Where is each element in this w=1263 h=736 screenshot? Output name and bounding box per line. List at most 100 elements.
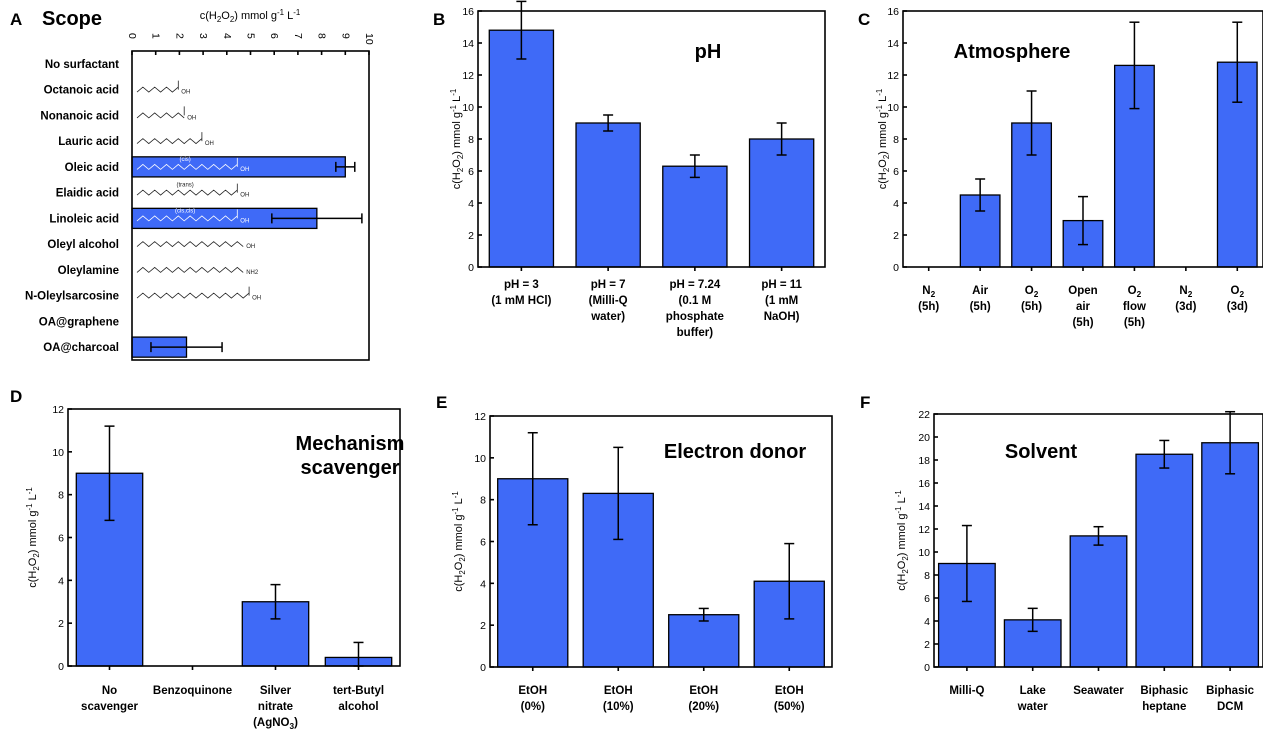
bar	[748, 138, 815, 268]
x-tick-label: 6	[268, 33, 280, 39]
category-label: alcohol	[338, 701, 378, 713]
category-label: NaOH)	[764, 311, 800, 323]
label-part: mM	[775, 295, 798, 307]
label-part: -1	[875, 104, 884, 112]
panel-title: Mechanism	[296, 433, 405, 455]
category-label: Lauric acid	[58, 136, 119, 148]
y-axis-label: c(H2O2) mmol g-1 L-1	[451, 491, 467, 592]
label-part: N	[922, 285, 930, 297]
label-part: %)	[705, 701, 719, 713]
y-tick-label: 8	[480, 495, 486, 507]
category-label: Nonanoic acid	[40, 110, 119, 122]
category-label: (10%)	[603, 701, 634, 713]
label-part: O	[1025, 285, 1034, 297]
category-label: Open	[1068, 285, 1097, 297]
functional-group-label: OH	[240, 193, 249, 199]
label-part: %)	[791, 701, 805, 713]
panel-a: A Scope c(H2O2) mmol g-1 L-10 1 2 3 4 5 6 7 8 9 10No…	[10, 8, 375, 361]
x-tick-label: 5	[245, 33, 257, 39]
label-part: EtOH	[518, 685, 547, 697]
y-tick-label: 2	[924, 639, 930, 651]
label-part: EtOH	[604, 685, 633, 697]
y-tick-label: 4	[480, 578, 486, 590]
category-label: Seawater	[1073, 685, 1124, 697]
label-part: mM HCl)	[502, 295, 552, 307]
label-part: L	[896, 497, 908, 506]
label-part: ) mmol g	[451, 112, 463, 155]
label-part: -1	[875, 88, 884, 96]
category-label: Milli-Q	[949, 685, 984, 697]
molecule-skeleton	[136, 163, 238, 170]
category-label: buffer)	[677, 327, 714, 339]
plot-frame	[131, 50, 370, 361]
category-label: (5h)	[1021, 301, 1042, 313]
label-part: O	[896, 560, 908, 569]
label-part: air	[1076, 301, 1091, 313]
label-part: phosphate	[666, 311, 724, 323]
category-label: O2	[1128, 285, 1142, 299]
isomer-tag: (cis)	[179, 157, 190, 163]
x-tick-label: 7	[292, 33, 304, 39]
bar	[75, 472, 144, 667]
panel-c: CN2(5h)Air(5h)O2(5h)Openair(5h)O2flow(5h…	[858, 6, 1263, 329]
category-label: EtOH	[518, 685, 547, 697]
label-part: 2	[1239, 290, 1244, 299]
y-tick-label: 6	[893, 166, 899, 178]
label-part: (	[1021, 301, 1025, 313]
x-tick-label: 2	[173, 33, 185, 39]
label-part: Open	[1068, 285, 1097, 297]
functional-group-label: OH	[187, 115, 196, 121]
label-part: 5	[1025, 301, 1032, 313]
label-part: 1	[796, 279, 803, 291]
y-tick-label: 8	[924, 570, 930, 582]
category-label: (20%)	[688, 701, 719, 713]
category-label: Biphasic	[1140, 685, 1189, 697]
label-part: ) mmol g	[453, 514, 465, 557]
label-part: pH =	[669, 279, 697, 291]
y-tick-label: 4	[924, 616, 930, 628]
label-part: Milli-Q	[949, 685, 984, 697]
category-label: O2	[1025, 285, 1039, 299]
y-tick-label: 10	[462, 102, 474, 114]
category-label: heptane	[1142, 701, 1186, 713]
category-label: Elaidic acid	[56, 188, 119, 200]
label-part: 1	[607, 701, 614, 713]
panel-label: C	[858, 10, 870, 29]
category-label: (50%)	[774, 701, 805, 713]
label-part: h)	[980, 301, 991, 313]
label-part: 2	[1034, 290, 1039, 299]
label-part: (	[521, 701, 525, 713]
x-tick-label: 10	[363, 33, 375, 45]
label-part: ) mmol g	[27, 510, 39, 553]
panel-title: Electron donor	[664, 441, 806, 463]
label-part: O	[453, 561, 465, 570]
y-tick-label: 4	[58, 575, 64, 587]
panel-d: D No scavenger Benzoquinone Silver nitrate (Ag…	[10, 387, 404, 731]
y-tick-label: 12	[474, 411, 486, 423]
category-label: EtOH	[689, 685, 718, 697]
label-part: 2	[901, 556, 910, 560]
label-part: (	[1072, 317, 1076, 329]
panel-label: B	[433, 10, 445, 29]
functional-group-label: OH	[240, 167, 249, 173]
molecule-skeleton	[136, 215, 238, 222]
panel-b: BpH = 3 (1 mM HCl) pH = 7 (Milli-Q water) pH …	[433, 0, 826, 339]
category-label: Benzoquinone	[153, 685, 232, 697]
label-part: 2	[456, 168, 465, 172]
label-part: ) mmol g	[896, 513, 908, 556]
label-part: (AgNO	[253, 717, 289, 729]
category-label: EtOH	[604, 685, 633, 697]
label-part: O	[877, 159, 889, 168]
label-part: alcohol	[338, 701, 378, 713]
category-label: pH = 7.24	[669, 279, 720, 291]
label-part: 2	[882, 168, 891, 172]
y-tick-label: 16	[918, 478, 930, 490]
category-label: N2	[922, 285, 935, 299]
y-tick-label: 16	[887, 6, 899, 18]
category-label: OA@graphene	[39, 316, 119, 328]
y-tick-label: 2	[58, 618, 64, 630]
label-part: 1	[692, 295, 699, 307]
y-tick-label: 6	[480, 537, 486, 549]
label-part: ) mmol g	[877, 112, 889, 155]
label-part: 5	[973, 301, 980, 313]
